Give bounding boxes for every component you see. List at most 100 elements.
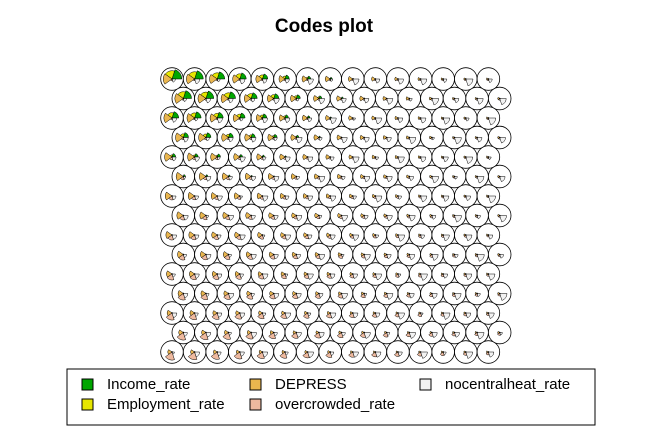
segment-nocentralheat-rate [262, 78, 268, 84]
node-center-dot [340, 136, 343, 139]
node-center-dot [171, 78, 173, 80]
segment-overcrowded-rate [199, 332, 209, 341]
segment-depress [209, 74, 218, 84]
node-center-dot [476, 97, 478, 100]
node-center-dot [442, 117, 445, 119]
node-center-dot [193, 156, 196, 158]
segment-depress [314, 212, 320, 219]
segment-overcrowded-rate [233, 351, 243, 360]
node-center-dot [227, 97, 230, 100]
node-center-dot [329, 312, 332, 314]
segment-nocentralheat-rate [442, 195, 450, 202]
som-node [295, 184, 320, 208]
som-node [239, 242, 263, 267]
som-node [454, 223, 478, 247]
node-center-dot [487, 195, 490, 197]
som-node [442, 320, 467, 345]
segment-depress [417, 77, 422, 81]
segment-depress [198, 172, 207, 181]
som-node [284, 203, 309, 228]
segment-nocentralheat-rate [442, 78, 448, 83]
node-center-dot [171, 312, 173, 314]
node-center-dot [329, 234, 332, 236]
som-node [284, 86, 309, 111]
segment-depress [245, 172, 252, 181]
segment-nocentralheat-rate [465, 156, 473, 164]
segment-depress [406, 174, 410, 179]
node-center-dot [374, 78, 377, 80]
node-center-dot [374, 351, 377, 353]
som-node [397, 320, 422, 345]
som-node [341, 67, 365, 91]
segment-depress [210, 152, 218, 162]
som-node [386, 184, 410, 208]
som-node [284, 242, 309, 267]
node-center-dot [171, 156, 173, 158]
node-center-dot [261, 273, 264, 275]
segment-nocentralheat-rate [228, 254, 232, 258]
segment-depress [176, 211, 184, 220]
som-node [284, 164, 309, 189]
som-node [363, 145, 388, 169]
node-center-dot [250, 331, 252, 334]
node-center-dot [419, 156, 422, 158]
segment-depress [336, 95, 342, 102]
segment-depress [359, 95, 365, 102]
segment-nocentralheat-rate [295, 215, 303, 222]
segment-depress [452, 96, 455, 101]
segment-nocentralheat-rate [420, 195, 428, 203]
segment-nocentralheat-rate [420, 117, 427, 124]
node-center-dot [318, 331, 320, 334]
segment-nocentralheat-rate [476, 332, 485, 340]
som-node [239, 164, 263, 189]
segment-nocentralheat-rate [194, 78, 200, 85]
som-node [386, 67, 410, 91]
node-center-dot [318, 214, 320, 217]
som-node [295, 145, 320, 169]
segment-depress [383, 135, 388, 140]
segment-nocentralheat-rate [273, 293, 280, 299]
som-node [228, 223, 252, 247]
segment-depress [255, 74, 263, 84]
som-node [318, 145, 342, 169]
som-node [250, 301, 275, 325]
segment-nocentralheat-rate [205, 98, 211, 104]
node-center-dot [385, 214, 388, 217]
segment-nocentralheat-rate [363, 215, 369, 220]
segment-nocentralheat-rate [318, 98, 325, 105]
som-node [295, 106, 320, 130]
som-node [262, 281, 286, 306]
som-node [341, 262, 365, 286]
node-center-dot [193, 117, 196, 119]
node-center-dot [453, 253, 456, 256]
som-node [476, 184, 501, 208]
legend-box [66, 368, 596, 426]
segment-depress [394, 115, 399, 121]
segment-nocentralheat-rate [386, 176, 393, 183]
segment-nocentralheat-rate [216, 156, 221, 161]
som-node [408, 145, 433, 169]
segment-depress [268, 172, 275, 181]
node-center-dot [295, 253, 298, 256]
node-center-dot [171, 273, 173, 275]
segment-nocentralheat-rate [182, 332, 188, 337]
segment-nocentralheat-rate [262, 234, 266, 238]
node-center-dot [498, 136, 501, 139]
som-node [295, 223, 320, 247]
segment-nocentralheat-rate [273, 254, 279, 260]
node-center-dot [374, 195, 377, 197]
segment-nocentralheat-rate [194, 234, 200, 240]
som-node [273, 145, 297, 169]
node-center-dot [340, 97, 343, 100]
segment-nocentralheat-rate [239, 351, 245, 357]
som-node [171, 320, 196, 345]
node-center-dot [284, 78, 286, 80]
som-node [420, 242, 444, 267]
segment-depress [349, 193, 354, 199]
node-center-dot [205, 331, 207, 334]
som-node [273, 184, 297, 208]
som-node [262, 86, 286, 111]
som-node [454, 184, 478, 208]
som-node [216, 242, 241, 267]
